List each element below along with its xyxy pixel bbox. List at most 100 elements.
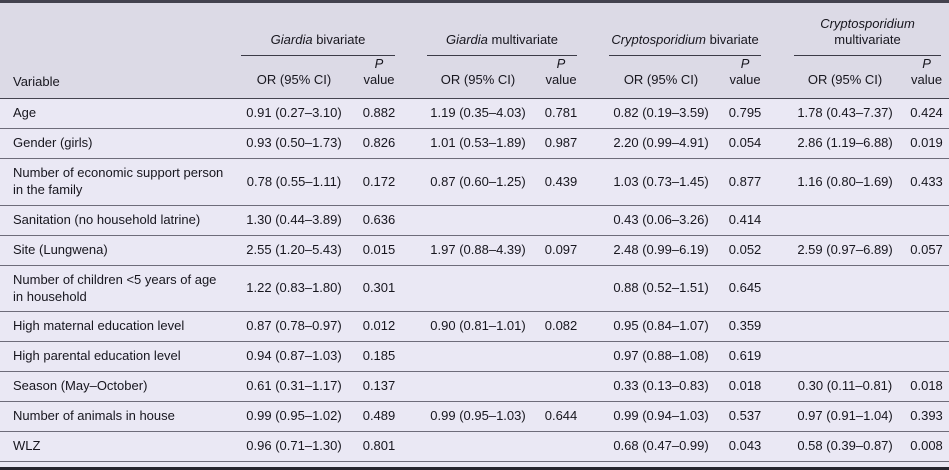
or-cell: 2.55 (1.20–5.43): [233, 234, 355, 266]
p-cell: 0.301: [355, 264, 403, 312]
or-cell: [786, 264, 905, 312]
spacer: [769, 264, 787, 312]
or-cell: [419, 264, 537, 312]
p-cell: [537, 460, 586, 467]
group-name-italic: Giardia: [446, 32, 488, 48]
p-cell: 0.185: [355, 341, 403, 372]
group-name-rest: multivariate: [834, 32, 901, 48]
variable-cell: High maternal education level: [0, 311, 233, 342]
p-cell: [904, 204, 949, 236]
or-cell: 0.61 (0.31–1.17): [233, 371, 355, 402]
spacer: [585, 264, 602, 312]
p-cell: 0.489: [355, 401, 403, 432]
or-cell: 1.97 (0.88–4.39): [419, 234, 537, 266]
or-cell: 0.97 (0.91–1.04): [786, 401, 905, 432]
p-cell: 0.414: [721, 204, 770, 236]
or-cell: 0.99 (0.95–1.03): [419, 401, 537, 432]
spacer: [585, 311, 602, 342]
p-cell: [537, 341, 586, 372]
or-cell: 0.82 (0.19–3.59): [613, 105, 709, 121]
or-ci-header: OR (95% CI): [419, 55, 537, 100]
p-cell: 0.057: [904, 234, 949, 266]
or-cell: 0.99 (0.94–1.03): [601, 401, 722, 432]
table-row: Number of children <5 years of age in ho…: [0, 264, 949, 312]
variable-cell: Site (Lungwena): [0, 234, 233, 266]
or-cell: 0.93 (0.50–1.73): [233, 128, 355, 159]
p-cell: 0.801: [355, 430, 403, 462]
spacer: [403, 371, 419, 402]
or-cell: 0.43 (0.06–3.26): [601, 204, 722, 236]
p-cell: 0.433: [904, 158, 949, 206]
group-header-giardia-bivariate: Giardia bivariate: [233, 3, 403, 56]
p-cell: 0.424: [910, 105, 943, 121]
p-cell: 0.137: [355, 371, 403, 402]
p-cell: [537, 204, 586, 236]
or-cell: 1.16 (0.80–1.69): [786, 158, 905, 206]
spacer: [403, 204, 419, 236]
group-header-crypto-multivariate: Cryptosporidium multivariate: [786, 3, 949, 56]
p-cell: 0.08: [721, 460, 770, 467]
group-header-giardia-multivariate: Giardia multivariate: [419, 3, 585, 56]
group-name-rest: bivariate: [316, 32, 366, 48]
table-row: Sanitation (no household latrine) 1.30 (…: [0, 204, 949, 236]
p-cell: 0.393: [904, 401, 949, 432]
group-name-italic: Cryptosporidium: [820, 16, 915, 31]
spacer: [403, 401, 419, 432]
or-cell: 0.68 (0.47–0.99): [601, 430, 722, 462]
table-row: Age 0.91 (0.27–3.10) 0.882 1.19 (0.35–4.…: [0, 99, 949, 129]
spacer: [769, 401, 787, 432]
spacer: [403, 264, 419, 312]
variable-cell: Season (May–October): [0, 371, 233, 402]
spacer: [585, 99, 601, 129]
variable-cell: WLZ: [0, 430, 233, 462]
spacer: [585, 341, 602, 372]
p-cell: 0.019: [904, 128, 949, 159]
or-cell: 1.22 (0.83–1.80): [233, 264, 355, 312]
or-cell: 1.03 (1.00–1.07): [601, 460, 722, 467]
spacer: [403, 158, 419, 206]
p-cell: 0.636: [355, 204, 403, 236]
or-cell: 0.58 (0.39–0.87): [786, 430, 905, 462]
p-cell: 0.359: [721, 311, 770, 342]
spacer: [769, 460, 787, 467]
spacer: [585, 430, 602, 462]
or-cell: 1.30 (0.44–3.89): [233, 204, 355, 236]
variable-column-header: Variable: [0, 3, 233, 100]
p-cell: 0.097: [537, 234, 586, 266]
spacer: [585, 158, 602, 206]
table-row: High parental education level 0.94 (0.87…: [0, 341, 949, 372]
spacer: [403, 311, 419, 342]
spacer: [769, 55, 787, 100]
or-cell: [419, 371, 537, 402]
spacer: [403, 55, 419, 100]
table-body: Age 0.91 (0.27–3.10) 0.882 1.19 (0.35–4.…: [0, 99, 949, 467]
p-cell: 0.665: [355, 460, 403, 467]
p-cell: 0.018: [721, 371, 770, 402]
or-cell: [419, 430, 537, 462]
or-cell: 1.01 (0.53–1.89): [419, 128, 537, 159]
spacer: [769, 99, 786, 129]
spacer: [585, 401, 602, 432]
or-cell: 0.30 (0.11–0.81): [786, 371, 905, 402]
or-cell: 2.20 (0.99–4.91): [601, 128, 722, 159]
or-cell: 0.87 (0.78–0.97): [233, 311, 355, 342]
group-name-italic: Cryptosporidium: [611, 32, 706, 48]
p-cell: 0.781: [544, 105, 578, 121]
group-name-rest: multivariate: [491, 32, 559, 48]
p-cell: 0.645: [721, 264, 770, 312]
p-cell: 0.877: [721, 158, 770, 206]
or-cell: 0.95 (0.84–1.07): [601, 311, 722, 342]
p-cell: 0.082: [537, 311, 586, 342]
spacer: [585, 128, 602, 159]
table-row: Number of animals in house 0.99 (0.95–1.…: [0, 401, 949, 432]
spacer: [769, 128, 787, 159]
p-cell: [904, 311, 949, 342]
spacer: [769, 158, 787, 206]
or-cell: [786, 311, 905, 342]
or-cell: [419, 204, 537, 236]
spacer: [769, 371, 787, 402]
